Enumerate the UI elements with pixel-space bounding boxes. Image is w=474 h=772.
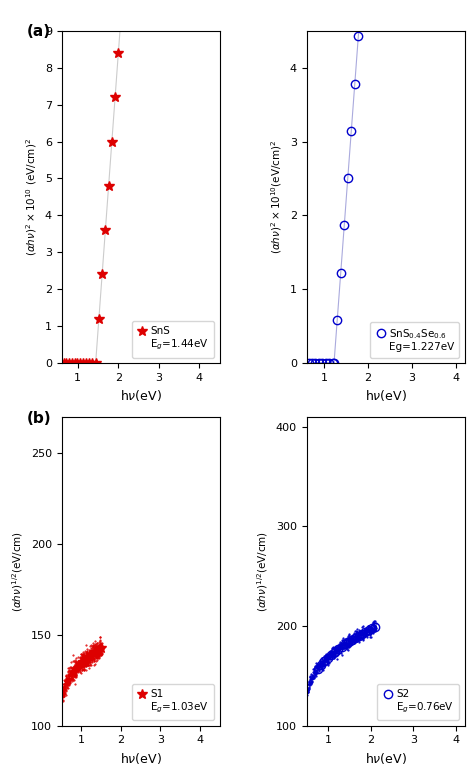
Y-axis label: $(\alpha h\nu)^2\times10^{10}$(eV/cm)$^2$: $(\alpha h\nu)^2\times10^{10}$(eV/cm)$^2…	[269, 140, 284, 254]
Y-axis label: $(\alpha h\nu)^2\times10^{10}$ (eV/cm)$^2$: $(\alpha h\nu)^2\times10^{10}$ (eV/cm)$^…	[25, 138, 39, 256]
X-axis label: h$\nu$(eV): h$\nu$(eV)	[365, 388, 406, 403]
X-axis label: h$\nu$(eV): h$\nu$(eV)	[120, 388, 162, 403]
Text: (a): (a)	[27, 24, 51, 39]
Y-axis label: $(\alpha h\nu)^{1/2}$(eV/cm): $(\alpha h\nu)^{1/2}$(eV/cm)	[255, 530, 270, 612]
Legend: S1, E$_g$=1.03eV: S1, E$_g$=1.03eV	[132, 684, 214, 720]
Legend: SnS, E$_g$=1.44eV: SnS, E$_g$=1.44eV	[132, 321, 214, 357]
Text: (b): (b)	[27, 411, 52, 425]
Legend: SnS$_{0.4}$Se$_{0.6}$, Eg=1.227eV: SnS$_{0.4}$Se$_{0.6}$, Eg=1.227eV	[370, 322, 459, 357]
X-axis label: h$\nu$(eV): h$\nu$(eV)	[120, 751, 162, 766]
X-axis label: h$\nu$(eV): h$\nu$(eV)	[365, 751, 406, 766]
Legend: S2, E$_g$=0.76eV: S2, E$_g$=0.76eV	[377, 684, 459, 720]
Y-axis label: $(\alpha h\nu)^{1/2}$(eV/cm): $(\alpha h\nu)^{1/2}$(eV/cm)	[10, 530, 25, 612]
